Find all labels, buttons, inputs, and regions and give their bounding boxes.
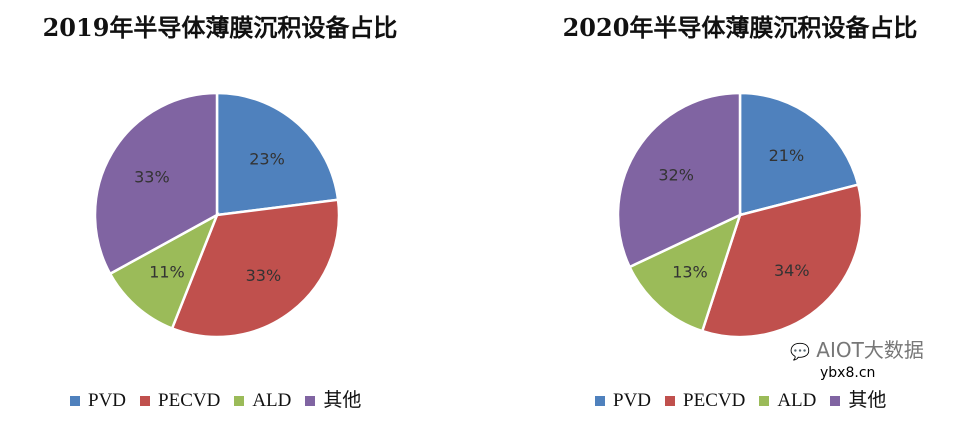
- pie-slice-其他: [616, 91, 742, 269]
- chart-title-2020: 2020年半导体薄膜沉积设备占比: [562, 13, 918, 42]
- watermark-brand-text: AIOT大数据: [816, 338, 924, 362]
- legend-label: 其他: [323, 390, 362, 411]
- legend-swatch: [305, 396, 316, 406]
- watermark-site: ybx8.cn: [820, 365, 876, 381]
- pie-slice-PVD: [215, 91, 340, 217]
- pie-slice-PVD: [738, 91, 860, 217]
- pie-slice-其他: [93, 91, 219, 276]
- legend-swatch: [830, 396, 841, 406]
- legend-swatch: [595, 396, 605, 406]
- wechat-icon: 💬: [790, 342, 810, 361]
- data-label: 23%: [249, 149, 285, 168]
- legend-item: PECVD: [140, 390, 220, 412]
- watermark-brand: 💬 AIOT大数据: [790, 338, 924, 364]
- legend-swatch: [140, 396, 151, 406]
- data-label: 34%: [774, 261, 810, 280]
- pie-slice-ALD: [627, 212, 743, 333]
- legend-item: PVD: [70, 390, 126, 412]
- data-label: 32%: [658, 165, 694, 184]
- data-label: 33%: [134, 167, 170, 186]
- legend-label: ALD: [777, 390, 817, 411]
- legend-item: ALD: [234, 390, 291, 412]
- data-label: 13%: [672, 263, 708, 282]
- legend-item: ALD: [759, 390, 816, 412]
- legend-label: PVD: [613, 390, 652, 411]
- legend-swatch: [665, 396, 676, 406]
- legend-item: PVD: [595, 390, 651, 412]
- chart-title-2019: 2019年半导体薄膜沉积设备占比: [42, 13, 398, 42]
- legend-label: 其他: [848, 390, 887, 411]
- legend-2020: PVD PECVD ALD 其他: [595, 390, 886, 412]
- pie-slice-PECVD: [170, 198, 341, 339]
- legend-item: 其他: [305, 390, 361, 412]
- legend-swatch: [70, 396, 80, 406]
- legend-2019: PVD PECVD ALD 其他: [70, 390, 361, 412]
- pie-slice-ALD: [108, 212, 220, 331]
- legend-item: 其他: [830, 390, 886, 412]
- legend-item: PECVD: [665, 390, 745, 412]
- legend-swatch: [759, 396, 770, 406]
- pie-slice-PECVD: [700, 183, 864, 339]
- data-label: 21%: [769, 146, 805, 165]
- data-label: 33%: [246, 266, 282, 285]
- legend-label: PVD: [88, 390, 127, 411]
- legend-label: ALD: [252, 390, 292, 411]
- data-label: 11%: [149, 263, 185, 282]
- legend-label: PECVD: [683, 390, 746, 411]
- legend-label: PECVD: [158, 390, 221, 411]
- legend-swatch: [234, 396, 245, 406]
